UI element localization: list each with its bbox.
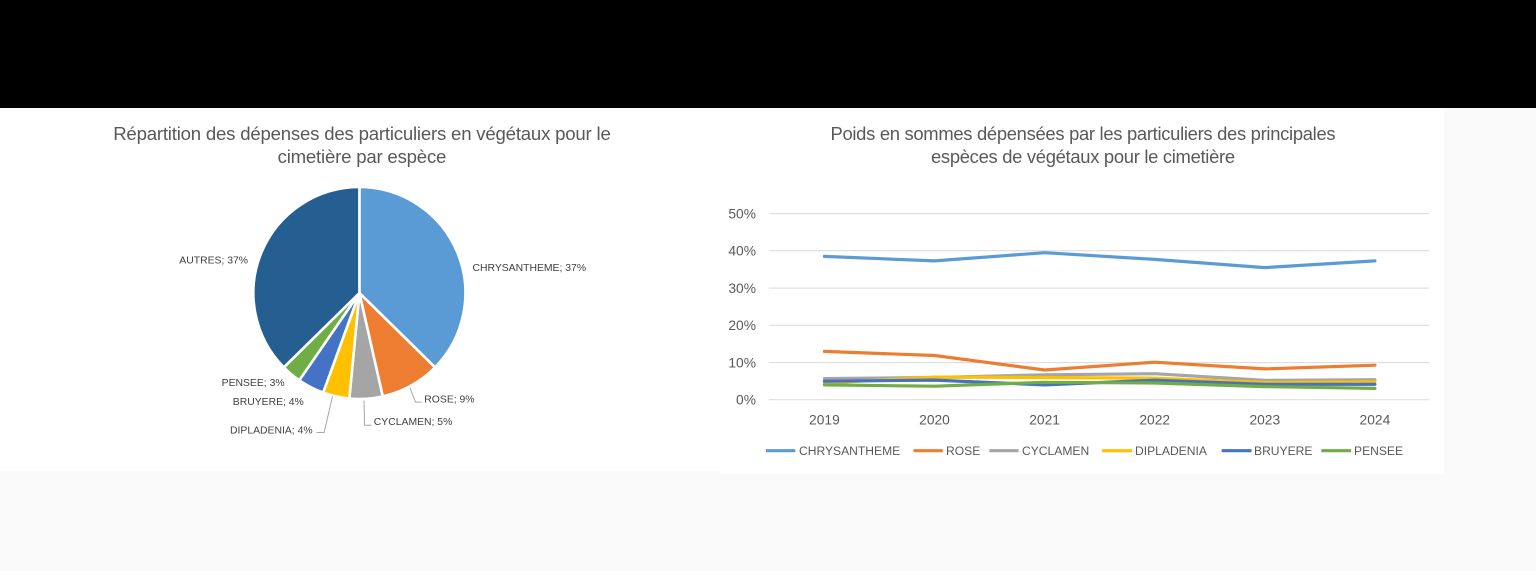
svg-text:ROSE: ROSE — [946, 444, 980, 458]
svg-text:CYCLAMEN; 5%: CYCLAMEN; 5% — [374, 417, 453, 428]
svg-text:DIPLADENIA: DIPLADENIA — [1135, 444, 1208, 458]
svg-text:espèces de végétaux pour le ci: espèces de végétaux pour le cimetière — [931, 146, 1235, 167]
svg-text:2019: 2019 — [809, 412, 840, 427]
svg-text:2024: 2024 — [1360, 412, 1391, 427]
svg-text:AUTRES; 37%: AUTRES; 37% — [179, 256, 248, 267]
svg-text:2020: 2020 — [919, 412, 950, 427]
svg-text:40%: 40% — [728, 244, 756, 259]
svg-text:2023: 2023 — [1249, 412, 1280, 427]
svg-text:2021: 2021 — [1029, 412, 1060, 427]
svg-text:2022: 2022 — [1139, 412, 1170, 427]
svg-text:PENSEE: PENSEE — [1354, 444, 1403, 458]
svg-text:Répartition des dépenses des p: Répartition des dépenses des particulier… — [113, 123, 610, 144]
svg-text:0%: 0% — [736, 393, 756, 408]
svg-text:PENSEE; 3%: PENSEE; 3% — [222, 378, 285, 389]
svg-text:Poids en sommes dépensées par: Poids en sommes dépensées par les partic… — [831, 123, 1336, 144]
svg-text:DIPLADENIA; 4%: DIPLADENIA; 4% — [230, 425, 313, 436]
svg-text:BRUYERE; 4%: BRUYERE; 4% — [233, 397, 304, 408]
svg-text:CYCLAMEN: CYCLAMEN — [1022, 444, 1089, 458]
svg-text:10%: 10% — [728, 355, 756, 370]
svg-text:50%: 50% — [728, 206, 756, 221]
svg-text:BRUYERE: BRUYERE — [1254, 444, 1312, 458]
svg-text:CHRYSANTHEME; 37%: CHRYSANTHEME; 37% — [473, 263, 587, 274]
svg-text:20%: 20% — [728, 318, 756, 333]
svg-text:ROSE; 9%: ROSE; 9% — [424, 394, 474, 405]
svg-text:30%: 30% — [728, 281, 756, 296]
svg-text:cimetière par espèce: cimetière par espèce — [278, 146, 447, 167]
svg-text:CHRYSANTHEME: CHRYSANTHEME — [799, 444, 900, 458]
